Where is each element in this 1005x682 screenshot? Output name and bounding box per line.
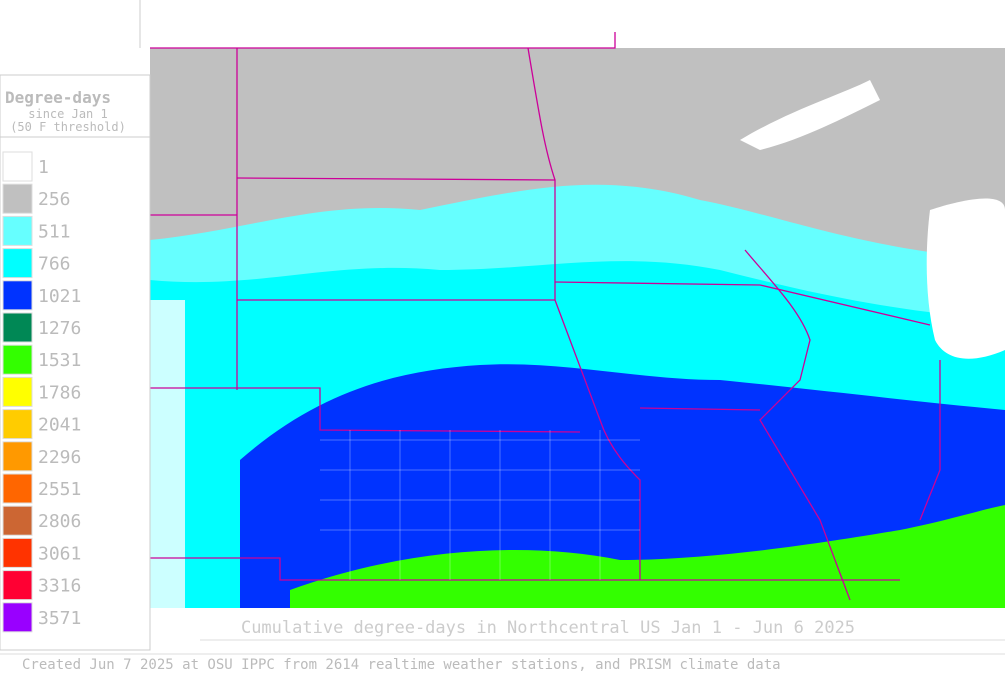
legend-label: 2041	[38, 415, 81, 436]
legend-swatch	[2, 570, 33, 601]
legend-swatch	[2, 537, 33, 568]
legend-title: Degree-days	[5, 88, 111, 107]
legend-label: 1786	[38, 382, 81, 403]
legend-swatch	[2, 280, 33, 311]
legend-label: 1	[38, 157, 49, 178]
legend-swatch	[2, 602, 33, 633]
legend-swatch	[2, 183, 33, 214]
caption: Cumulative degree-days in Northcentral U…	[241, 618, 855, 638]
legend-label: 2806	[38, 511, 81, 532]
legend-label: 1021	[38, 286, 81, 307]
legend-swatch	[2, 151, 33, 182]
legend-label: 1276	[38, 318, 81, 339]
legend-swatch	[2, 409, 33, 440]
corner	[0, 0, 140, 48]
legend-label: 2296	[38, 447, 81, 468]
legend-swatch	[2, 505, 33, 536]
legend-swatch	[2, 248, 33, 279]
legend-swatch	[2, 376, 33, 407]
legend-label: 1531	[38, 350, 81, 371]
legend: Degree-days since Jan 1 (50 F threshold)…	[0, 74, 151, 651]
legend-swatch	[2, 312, 33, 343]
legend-subtitle: since Jan 1	[28, 107, 107, 121]
legend-label: 3316	[38, 576, 81, 597]
legend-label: 511	[38, 221, 71, 242]
footer: Created Jun 7 2025 at OSU IPPC from 2614…	[22, 657, 781, 673]
legend-label: 256	[38, 189, 71, 210]
legend-threshold: (50 F threshold)	[10, 120, 126, 134]
map	[150, 32, 1005, 608]
legend-label: 2551	[38, 479, 81, 500]
legend-swatch	[2, 441, 33, 472]
legend-label: 3061	[38, 543, 81, 564]
legend-swatch	[2, 215, 33, 246]
legend-label: 3571	[38, 608, 81, 629]
legend-swatch	[2, 473, 33, 504]
legend-swatch	[2, 344, 33, 375]
legend-label: 766	[38, 254, 71, 275]
